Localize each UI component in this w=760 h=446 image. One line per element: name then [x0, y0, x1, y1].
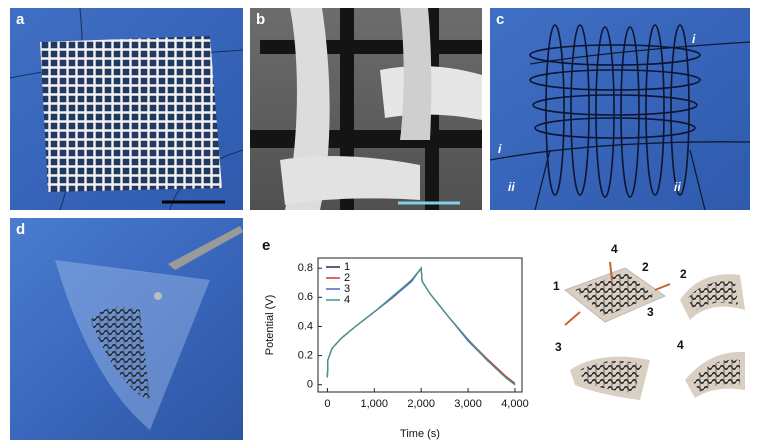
x-tick-label: 0 [324, 398, 330, 410]
contact [154, 292, 162, 300]
illustration-label: 3 [647, 305, 654, 319]
panel-label: e [262, 237, 270, 254]
y-tick-label: 0.8 [298, 262, 313, 274]
annotation: i [498, 142, 502, 156]
illustration-label: 2 [642, 260, 649, 274]
x-tick-label: 1,000 [361, 398, 389, 410]
legend-label: 2 [344, 272, 350, 284]
panel-a: a [9, 7, 244, 211]
panel-label: a [16, 11, 25, 28]
mesh [40, 36, 222, 192]
y-tick-label: 0 [307, 379, 313, 391]
legend-label: 1 [344, 261, 350, 273]
legend-label: 4 [344, 294, 350, 306]
panel-c: i i ii ii c [489, 8, 751, 211]
x-axis-label: Time (s) [400, 428, 440, 440]
annotation: i [692, 32, 696, 46]
knit [580, 361, 642, 393]
x-tick-label: 3,000 [454, 398, 482, 410]
y-tick-label: 0.6 [298, 291, 313, 303]
illustration-label: 1 [553, 279, 560, 293]
annotation: ii [674, 180, 681, 194]
knit-sample [90, 306, 150, 400]
y-axis-label: Potential (V) [264, 295, 276, 356]
illustration-label: 4 [677, 338, 684, 352]
chart: Potential (V) Time (s) 0 0.2 0.4 0.6 0.8 0 1,0… [264, 257, 529, 440]
panel-label: b [256, 11, 265, 28]
fiber [250, 130, 482, 148]
knit [575, 272, 655, 316]
knit [688, 281, 738, 312]
photo [490, 8, 750, 210]
x-tick-label: 4,000 [501, 398, 529, 410]
woven-loops [529, 24, 701, 198]
wire [489, 41, 751, 211]
y-tick-label: 0.2 [298, 349, 313, 361]
panel-label: d [16, 221, 25, 238]
knit [692, 359, 740, 392]
illustration-label: 2 [680, 267, 687, 281]
tweezers [168, 226, 243, 270]
legend-label: 3 [344, 283, 350, 295]
fiber [260, 40, 482, 54]
x-tick-label: 2,000 [407, 398, 435, 410]
wire [564, 261, 671, 326]
annotation: ii [508, 180, 515, 194]
panel-label: c [496, 11, 504, 28]
series-line [326, 266, 516, 386]
illustrations: 1 4 2 3 2 3 4 [553, 242, 745, 400]
illustration-label: 3 [555, 340, 562, 354]
yarn [400, 8, 432, 140]
panel-d: d [10, 218, 243, 440]
illustration-label: 4 [611, 242, 618, 256]
y-tick-label: 0.4 [298, 320, 313, 332]
panel-b: b [250, 8, 482, 210]
yarn [280, 156, 420, 205]
plot-frame [317, 257, 523, 393]
